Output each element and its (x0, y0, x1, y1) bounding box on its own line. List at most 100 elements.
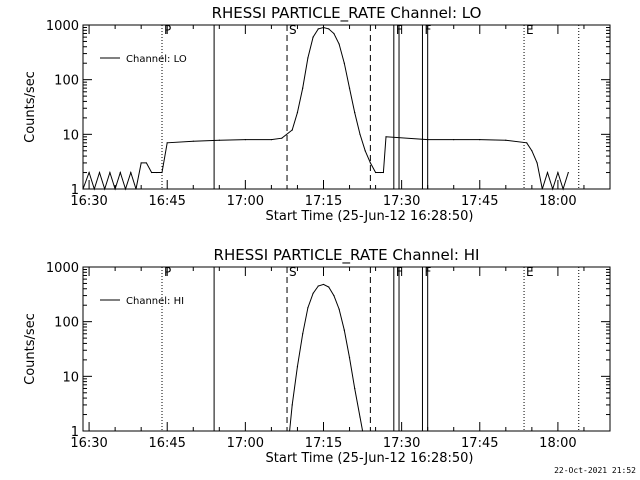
data-point (98, 171, 101, 174)
legend-label: Channel: LO (126, 54, 187, 65)
data-point (322, 283, 325, 286)
y-axis-label: Counts/sec (23, 71, 38, 143)
chart-title: RHESSI PARTICLE_RATE Channel: HI (214, 246, 480, 265)
data-point (552, 188, 554, 190)
chart-panel-2: RHESSI PARTICLE_RATE Channel: HI 1 10 100 10… (23, 246, 611, 466)
y-tick-label: 1 (71, 425, 79, 440)
x-tick-label: 17:15 (305, 436, 342, 451)
data-point (343, 62, 345, 64)
x-tick-label: 16:45 (148, 436, 185, 451)
data-point (289, 430, 291, 432)
event-marker-label: S (289, 23, 297, 37)
x-tick-label: 17:00 (227, 436, 264, 451)
data-point (361, 430, 364, 432)
data-point (453, 139, 455, 141)
data-point (140, 162, 142, 164)
data-point (270, 139, 273, 141)
y-tick-label: 1 (71, 183, 79, 198)
x-tick-label: 16:30 (70, 194, 107, 209)
data-point (244, 139, 246, 141)
data-point (380, 171, 382, 174)
x-tick-label: 18:00 (539, 194, 576, 209)
x-tick-label: 18:00 (539, 436, 576, 451)
chart-panel-1: RHESSI PARTICLE_RATE Channel: LO 1 10 100 10… (23, 4, 611, 224)
event-marker-label: E (526, 23, 534, 37)
data-point (307, 57, 309, 59)
data-point (364, 150, 366, 152)
data-point (156, 171, 158, 174)
data-point (218, 139, 220, 141)
data-point (109, 171, 111, 174)
data-point (338, 308, 340, 310)
data-point (567, 171, 569, 174)
event-marker-label: S (289, 265, 297, 279)
data-point (343, 329, 345, 331)
data-point (130, 171, 132, 174)
data-point (382, 171, 384, 174)
x-tick-label: 17:30 (383, 194, 420, 209)
data-point (328, 28, 330, 30)
event-marker-label: P (164, 265, 171, 279)
x-tick-label: 16:45 (148, 194, 185, 209)
axes-frame (82, 266, 611, 432)
data-point (385, 136, 387, 138)
data-series-line (82, 26, 569, 191)
x-tick-label: 16:30 (70, 436, 107, 451)
event-marker-label: E (526, 265, 534, 279)
y-tick-label: 10 (62, 370, 79, 385)
data-point (427, 139, 429, 141)
data-point (322, 26, 325, 29)
data-point (505, 139, 507, 141)
y-tick-label: 1000 (46, 19, 79, 34)
data-point (161, 171, 163, 174)
data-point (536, 162, 538, 164)
data-point (562, 188, 564, 190)
data-point (348, 357, 351, 359)
x-axis-label: Start Time (25-Jun-12 16:28:50) (266, 209, 474, 224)
data-point (546, 171, 549, 174)
data-point (166, 142, 168, 144)
data-point (296, 111, 299, 114)
data-point (291, 129, 293, 131)
data-point (354, 111, 356, 114)
legend-label: Channel: HI (126, 296, 184, 307)
axes-frame (82, 24, 611, 190)
y-axis-label: Counts/sec (23, 313, 38, 385)
chart-title: RHESSI PARTICLE_RATE Channel: LO (212, 4, 482, 23)
data-point (302, 87, 304, 89)
data-point (338, 43, 340, 45)
data-point (374, 171, 377, 174)
data-point (333, 32, 335, 35)
x-axis-label: Start Time (25-Jun-12 16:28:50) (266, 451, 474, 466)
data-point (104, 188, 106, 190)
data-point (557, 171, 559, 174)
data-point (135, 188, 137, 190)
x-tick-label: 17:15 (305, 194, 342, 209)
data-point (328, 286, 330, 288)
data-point (348, 87, 351, 89)
footer-timestamp: 22-Oct-2021 21:52 (554, 466, 636, 475)
data-point (291, 404, 293, 406)
data-point (88, 171, 90, 174)
data-point (192, 140, 194, 142)
data-point (307, 307, 309, 309)
data-point (333, 294, 335, 297)
data-point (312, 36, 314, 38)
data-point (359, 133, 361, 135)
data-point (526, 142, 528, 144)
data-point (150, 171, 153, 174)
data-series-line (289, 283, 364, 432)
data-point (541, 188, 543, 190)
y-tick-label: 10 (62, 128, 79, 143)
data-point (302, 333, 304, 335)
data-point (359, 416, 361, 418)
data-point (124, 188, 127, 190)
y-tick-label: 100 (54, 316, 79, 331)
x-tick-label: 17:45 (461, 436, 498, 451)
data-point (312, 292, 314, 294)
data-point (354, 387, 356, 390)
data-point (369, 162, 371, 164)
data-point (531, 150, 533, 152)
y-tick-label: 1000 (46, 261, 79, 276)
